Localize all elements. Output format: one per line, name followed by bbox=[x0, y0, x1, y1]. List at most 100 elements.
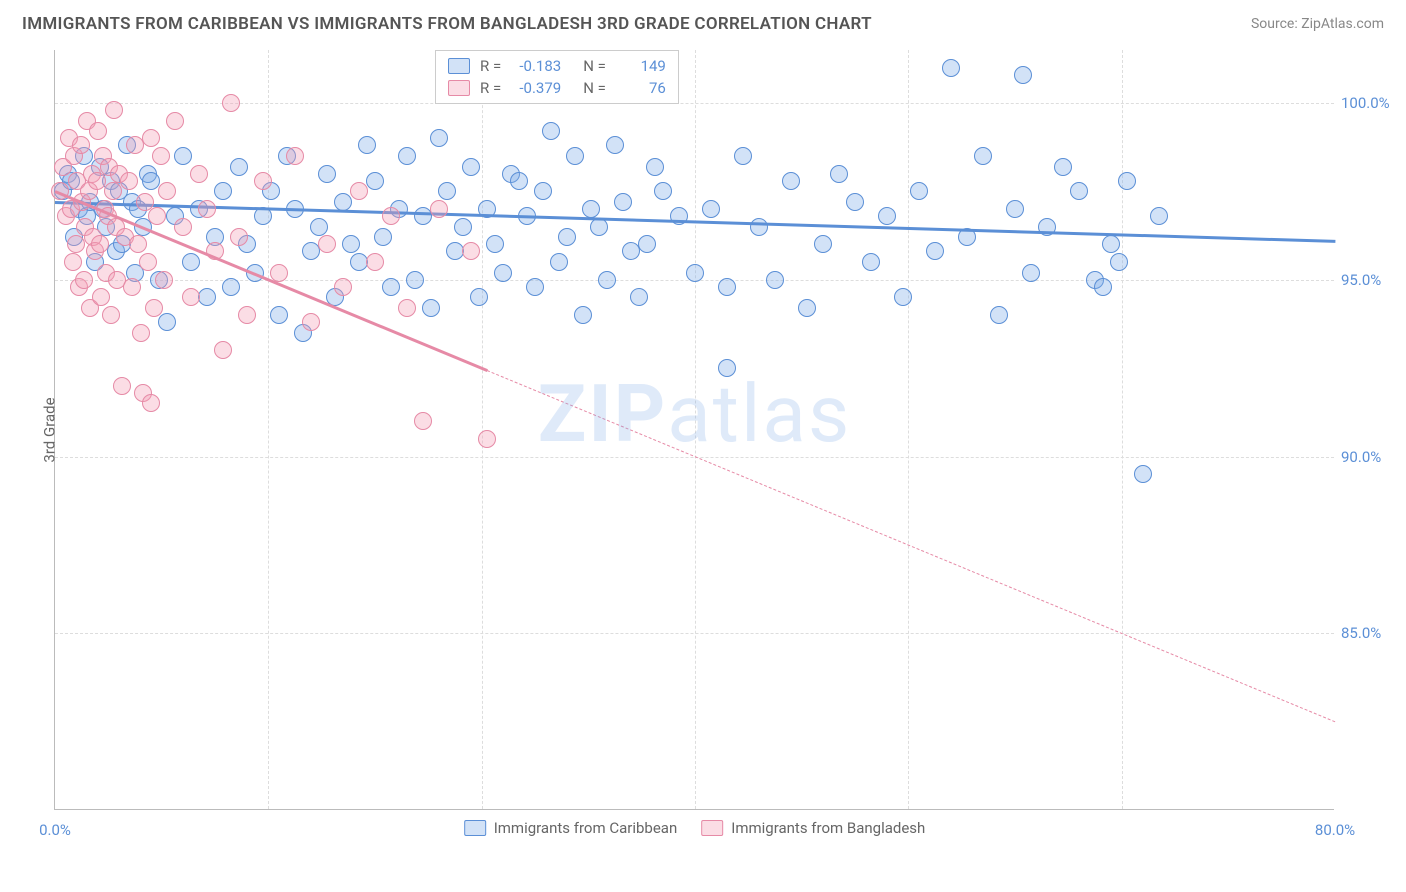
scatter-point bbox=[766, 271, 784, 289]
scatter-point bbox=[64, 253, 82, 271]
scatter-point bbox=[102, 306, 120, 324]
scatter-point bbox=[75, 271, 93, 289]
scatter-point bbox=[878, 207, 896, 225]
series-legend: Immigrants from Caribbean Immigrants from… bbox=[464, 819, 926, 837]
legend-n-label: N = bbox=[583, 79, 606, 97]
scatter-point bbox=[1054, 158, 1072, 176]
scatter-point bbox=[566, 147, 584, 165]
scatter-point bbox=[318, 165, 336, 183]
scatter-point bbox=[174, 147, 192, 165]
scatter-point bbox=[350, 182, 368, 200]
scatter-point bbox=[846, 193, 864, 211]
scatter-point bbox=[926, 242, 944, 260]
gridline-v bbox=[1122, 50, 1123, 809]
scatter-point bbox=[486, 235, 504, 253]
scatter-point bbox=[462, 158, 480, 176]
series-legend-item: Immigrants from Bangladesh bbox=[701, 819, 925, 837]
scatter-point bbox=[254, 172, 272, 190]
legend-row: R =-0.183N =149 bbox=[448, 55, 666, 77]
scatter-point bbox=[190, 165, 208, 183]
scatter-point bbox=[105, 101, 123, 119]
scatter-point bbox=[398, 299, 416, 317]
scatter-point bbox=[166, 112, 184, 130]
scatter-point bbox=[214, 341, 232, 359]
scatter-point bbox=[222, 94, 240, 112]
scatter-point bbox=[1102, 235, 1120, 253]
scatter-point bbox=[550, 253, 568, 271]
gridline-v bbox=[268, 50, 269, 809]
scatter-point bbox=[862, 253, 880, 271]
scatter-point bbox=[630, 288, 648, 306]
scatter-point bbox=[582, 200, 600, 218]
scatter-point bbox=[406, 271, 424, 289]
scatter-point bbox=[438, 182, 456, 200]
series-legend-item: Immigrants from Caribbean bbox=[464, 819, 678, 837]
scatter-point bbox=[534, 182, 552, 200]
scatter-point bbox=[942, 59, 960, 77]
scatter-point bbox=[798, 299, 816, 317]
scatter-point bbox=[1070, 182, 1088, 200]
legend-swatch bbox=[464, 820, 486, 836]
scatter-point bbox=[123, 278, 141, 296]
scatter-point bbox=[182, 253, 200, 271]
scatter-point bbox=[646, 158, 664, 176]
scatter-point bbox=[462, 242, 480, 260]
scatter-point bbox=[1014, 66, 1032, 84]
scatter-point bbox=[894, 288, 912, 306]
scatter-point bbox=[129, 235, 147, 253]
scatter-point bbox=[750, 218, 768, 236]
legend-swatch bbox=[448, 80, 470, 96]
scatter-point bbox=[478, 430, 496, 448]
legend-r-label: R = bbox=[480, 79, 501, 97]
stats-legend: R =-0.183N =149R =-0.379N =76 bbox=[435, 50, 679, 104]
scatter-point bbox=[230, 158, 248, 176]
scatter-point bbox=[1022, 264, 1040, 282]
scatter-point bbox=[494, 264, 512, 282]
scatter-point bbox=[222, 278, 240, 296]
scatter-point bbox=[398, 147, 416, 165]
scatter-point bbox=[67, 235, 85, 253]
legend-r-value: -0.379 bbox=[511, 79, 561, 97]
scatter-point bbox=[574, 306, 592, 324]
y-tick-label: 100.0% bbox=[1341, 94, 1396, 112]
scatter-point bbox=[606, 136, 624, 154]
x-tick-label: 80.0% bbox=[1315, 821, 1355, 839]
scatter-point bbox=[414, 412, 432, 430]
scatter-point bbox=[702, 200, 720, 218]
y-tick-label: 90.0% bbox=[1341, 448, 1396, 466]
scatter-point bbox=[334, 278, 352, 296]
gridline-v bbox=[695, 50, 696, 809]
scatter-point bbox=[558, 228, 576, 246]
scatter-point bbox=[148, 207, 166, 225]
legend-row: R =-0.379N =76 bbox=[448, 77, 666, 99]
scatter-point bbox=[734, 147, 752, 165]
scatter-point bbox=[1094, 278, 1112, 296]
scatter-point bbox=[158, 313, 176, 331]
scatter-point bbox=[142, 394, 160, 412]
scatter-point bbox=[342, 235, 360, 253]
scatter-point bbox=[718, 278, 736, 296]
scatter-point bbox=[230, 228, 248, 246]
scatter-point bbox=[89, 122, 107, 140]
scatter-point bbox=[142, 129, 160, 147]
scatter-point bbox=[174, 218, 192, 236]
scatter-point bbox=[318, 235, 336, 253]
chart-title: IMMIGRANTS FROM CARIBBEAN VS IMMIGRANTS … bbox=[22, 14, 872, 34]
scatter-point bbox=[1134, 465, 1152, 483]
scatter-point bbox=[686, 264, 704, 282]
scatter-point bbox=[510, 172, 528, 190]
scatter-point bbox=[91, 235, 109, 253]
scatter-point bbox=[614, 193, 632, 211]
legend-n-value: 149 bbox=[616, 57, 666, 75]
scatter-point bbox=[1118, 172, 1136, 190]
scatter-point bbox=[334, 193, 352, 211]
y-tick-label: 85.0% bbox=[1341, 624, 1396, 642]
scatter-point bbox=[974, 147, 992, 165]
scatter-point bbox=[358, 136, 376, 154]
series-name: Immigrants from Bangladesh bbox=[731, 819, 925, 837]
scatter-point bbox=[270, 264, 288, 282]
scatter-point bbox=[1110, 253, 1128, 271]
scatter-point bbox=[104, 182, 122, 200]
scatter-point bbox=[814, 235, 832, 253]
scatter-point bbox=[270, 306, 288, 324]
